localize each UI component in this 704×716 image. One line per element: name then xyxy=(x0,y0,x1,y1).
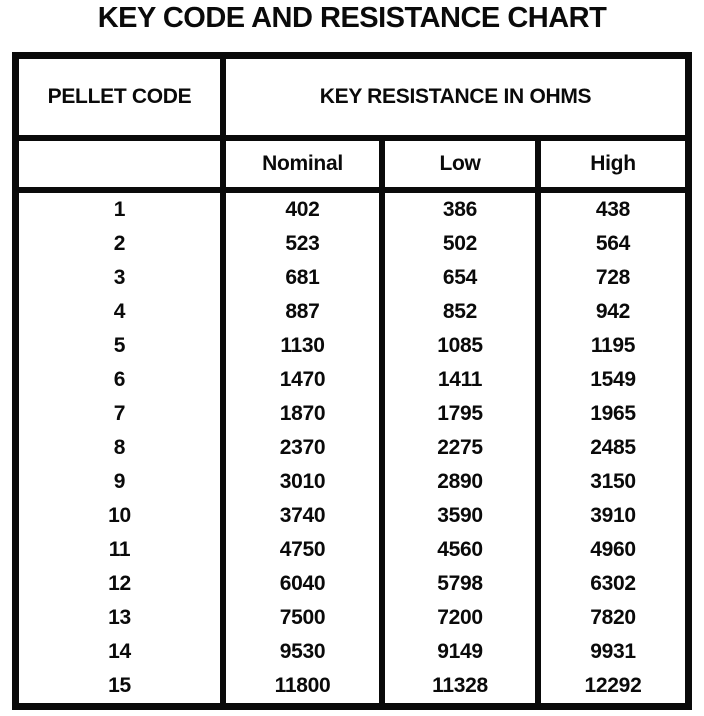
low-value: 3590 xyxy=(385,499,541,533)
empty-header-cell xyxy=(19,141,226,187)
nominal-header: Nominal xyxy=(226,141,385,187)
low-value: 1795 xyxy=(385,397,541,431)
high-value: 728 xyxy=(595,266,631,289)
pellet-code-value: 4 xyxy=(19,295,226,329)
pellet-code-value: 1 xyxy=(19,193,226,227)
high-value: 564 xyxy=(595,232,631,255)
nominal-value: 887 xyxy=(226,295,385,329)
pellet-code-value: 3 xyxy=(19,261,226,295)
pellet-code-value: 12 xyxy=(19,567,226,601)
resistance-group-header: KEY RESISTANCE IN OHMS xyxy=(319,85,592,108)
high-value: 1965 xyxy=(590,402,636,425)
high-value: 1549 xyxy=(590,368,636,391)
pellet-code-value: 14 xyxy=(19,635,226,669)
pellet-code-value: 2 xyxy=(19,227,226,261)
nominal-value: 402 xyxy=(226,193,385,227)
pellet-code-value: 9 xyxy=(19,465,226,499)
table-subheader-row: Nominal Low High xyxy=(19,141,685,193)
nominal-value: 6040 xyxy=(226,567,385,601)
high-value: 3150 xyxy=(590,470,636,493)
low-value: 2275 xyxy=(385,431,541,465)
resistance-table: PELLET CODE KEY RESISTANCE IN OHMS Nomin… xyxy=(12,52,692,710)
nominal-value: 9530 xyxy=(226,635,385,669)
nominal-value: 1130 xyxy=(226,329,385,363)
high-value: 3910 xyxy=(590,504,636,527)
high-value: 7820 xyxy=(590,606,636,629)
nominal-value: 3010 xyxy=(226,465,385,499)
pellet-code-value: 15 xyxy=(19,669,226,703)
low-value: 9149 xyxy=(385,635,541,669)
low-value: 1085 xyxy=(385,329,541,363)
nominal-value: 4750 xyxy=(226,533,385,567)
nominal-value: 681 xyxy=(226,261,385,295)
low-value: 5798 xyxy=(385,567,541,601)
high-header: High xyxy=(590,152,636,175)
pellet-code-header: PELLET CODE xyxy=(19,59,226,135)
pellet-code-value: 8 xyxy=(19,431,226,465)
low-value: 1411 xyxy=(385,363,541,397)
table-body: 1 402 386 438 2 523 502 564 3 681 654 72… xyxy=(19,193,685,703)
low-value: 2890 xyxy=(385,465,541,499)
low-value: 386 xyxy=(385,193,541,227)
high-value: 9931 xyxy=(590,640,636,663)
high-value: 4960 xyxy=(590,538,636,561)
high-value: 6302 xyxy=(590,572,636,595)
pellet-code-value: 10 xyxy=(19,499,226,533)
high-value: 2485 xyxy=(590,436,636,459)
high-value: 1195 xyxy=(590,334,636,357)
nominal-value: 2370 xyxy=(226,431,385,465)
nominal-value: 523 xyxy=(226,227,385,261)
high-value: 12292 xyxy=(584,674,642,697)
low-value: 852 xyxy=(385,295,541,329)
high-value: 942 xyxy=(595,300,631,323)
nominal-value: 11800 xyxy=(226,669,385,703)
low-value: 654 xyxy=(385,261,541,295)
nominal-value: 1470 xyxy=(226,363,385,397)
pellet-code-value: 11 xyxy=(19,533,226,567)
low-header: Low xyxy=(385,141,541,187)
nominal-value: 1870 xyxy=(226,397,385,431)
pellet-code-value: 6 xyxy=(19,363,226,397)
pellet-code-value: 5 xyxy=(19,329,226,363)
low-value: 4560 xyxy=(385,533,541,567)
pellet-code-value: 7 xyxy=(19,397,226,431)
nominal-value: 7500 xyxy=(226,601,385,635)
table-header-row: PELLET CODE KEY RESISTANCE IN OHMS xyxy=(19,59,685,141)
low-value: 502 xyxy=(385,227,541,261)
pellet-code-value: 13 xyxy=(19,601,226,635)
high-value: 438 xyxy=(595,198,631,221)
page-title: KEY CODE AND RESISTANCE CHART xyxy=(97,2,607,34)
low-value: 7200 xyxy=(385,601,541,635)
low-value: 11328 xyxy=(385,669,541,703)
nominal-value: 3740 xyxy=(226,499,385,533)
